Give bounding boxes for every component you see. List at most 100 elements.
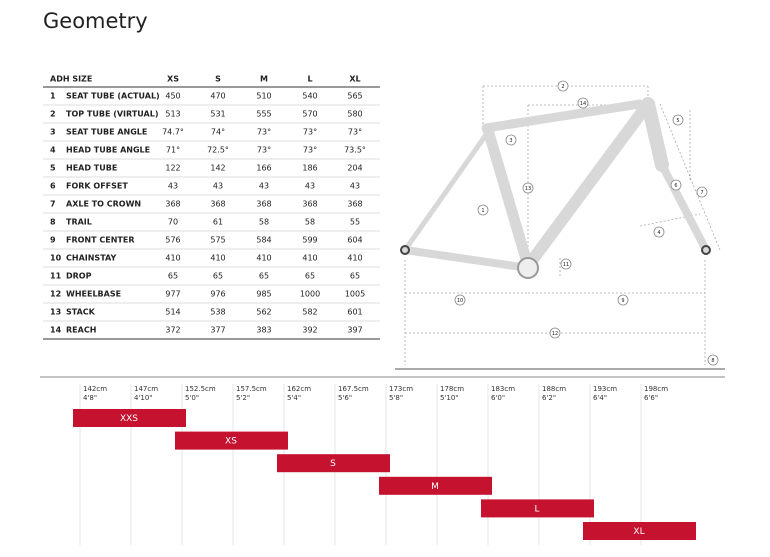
diagram-marker-label: 13 [525, 186, 531, 192]
row-label: DROP [66, 272, 92, 281]
diagram-marker [549, 327, 561, 339]
table-cell: 73° [348, 128, 362, 137]
height-cm: 178cm [440, 385, 464, 393]
table-cell: 204 [347, 164, 362, 173]
size-bar [379, 476, 492, 495]
table-cell: 6 [50, 182, 56, 191]
height-ft: 6'4" [593, 394, 607, 402]
diagram-marker [505, 134, 517, 146]
table-cell: 1000 [300, 290, 320, 299]
table-cell: 601 [347, 308, 362, 317]
height-cm: 157.5cm [236, 385, 267, 393]
row-label: WHEELBASE [66, 290, 121, 299]
diagram-marker-label: 10 [457, 298, 463, 304]
table-cell: 2 [50, 110, 56, 119]
size-label: L [534, 504, 539, 514]
height-cm: 173cm [389, 385, 413, 393]
row-label: TRAIL [66, 218, 92, 227]
height-cm: 193cm [593, 385, 617, 393]
table-cell: 531 [210, 110, 225, 119]
diagram-marker-label: 2 [561, 84, 564, 90]
row-label: REACH [66, 326, 96, 335]
table-cell: 58 [259, 218, 269, 227]
table-cell: 510 [256, 92, 271, 101]
table-cell: 368 [210, 200, 225, 209]
row-label: SEAT TUBE (ACTUAL) [66, 92, 160, 101]
table-cell: 73.5° [344, 146, 366, 155]
table-header-cell: ADH SIZE [50, 75, 92, 84]
height-ft: 5'10" [440, 394, 459, 402]
table-cell: 582 [302, 308, 317, 317]
height-ft: 6'2" [542, 394, 556, 402]
diagram-marker [477, 204, 489, 216]
table-cell: 9 [50, 236, 56, 245]
row-label: FRONT CENTER [66, 236, 134, 245]
height-cm: 162cm [287, 385, 311, 393]
table-header-cell: L [307, 75, 312, 84]
height-cm: 152.5cm [185, 385, 216, 393]
table-cell: 3 [50, 128, 56, 137]
table-cell: 43 [259, 182, 269, 191]
table-cell: 576 [165, 236, 180, 245]
table-cell: 7 [50, 200, 56, 209]
height-ft: 6'0" [491, 394, 505, 402]
table-cell: 65 [168, 272, 178, 281]
table-cell: 1005 [345, 290, 365, 299]
diagram-marker [617, 294, 629, 306]
table-cell: 43 [350, 182, 360, 191]
table-cell: 976 [210, 290, 225, 299]
height-ft: 5'2" [236, 394, 250, 402]
size-bar [73, 409, 186, 427]
diagram-marker-label: 3 [509, 138, 512, 144]
table-cell: 575 [210, 236, 225, 245]
table-cell: 397 [347, 326, 362, 335]
table-cell: 580 [347, 110, 362, 119]
table-cell: 65 [305, 272, 315, 281]
diagram-marker [454, 294, 466, 306]
table-cell: 383 [256, 326, 271, 335]
table-cell: 410 [347, 254, 362, 263]
table-cell: 977 [165, 290, 180, 299]
height-cm: 167.5cm [338, 385, 369, 393]
table-cell: 73° [257, 146, 271, 155]
table-cell: 604 [347, 236, 362, 245]
table-cell: 73° [257, 128, 271, 137]
height-cm: 188cm [542, 385, 566, 393]
table-cell: 10 [50, 254, 62, 263]
row-label: FORK OFFSET [66, 182, 128, 191]
size-label: XS [225, 437, 237, 447]
row-label: STACK [66, 308, 96, 317]
table-cell: 74° [211, 128, 225, 137]
diagram-marker [557, 80, 569, 92]
table-cell: 61 [213, 218, 223, 227]
row-label: HEAD TUBE [66, 164, 117, 173]
table-cell: 410 [210, 254, 225, 263]
table-cell: 377 [210, 326, 225, 335]
diagram-marker-label: 5 [676, 118, 679, 124]
table-cell: 72.5° [207, 146, 229, 155]
table-cell: 538 [210, 308, 225, 317]
table-cell: 513 [165, 110, 180, 119]
table-cell: 392 [302, 326, 317, 335]
table-header-cell: M [260, 75, 268, 84]
table-cell: 4 [50, 146, 56, 155]
height-ft: 5'4" [287, 394, 301, 402]
height-cm: 198cm [644, 385, 668, 393]
diagram-marker [577, 97, 589, 109]
size-label: S [330, 459, 336, 469]
table-cell: 985 [256, 290, 271, 299]
table-cell: 12 [50, 290, 61, 299]
table-cell: 43 [168, 182, 178, 191]
diagram-marker-label: 6 [674, 183, 677, 189]
table-cell: 570 [302, 110, 317, 119]
table-cell: 599 [302, 236, 317, 245]
diagram-marker [560, 258, 572, 270]
table-cell: 166 [256, 164, 271, 173]
table-cell: 372 [165, 326, 180, 335]
table-header-cell: S [215, 75, 221, 84]
diagram-marker-label: 12 [552, 331, 558, 337]
table-cell: 73° [303, 146, 317, 155]
height-cm: 142cm [83, 385, 107, 393]
table-cell: 13 [50, 308, 61, 317]
